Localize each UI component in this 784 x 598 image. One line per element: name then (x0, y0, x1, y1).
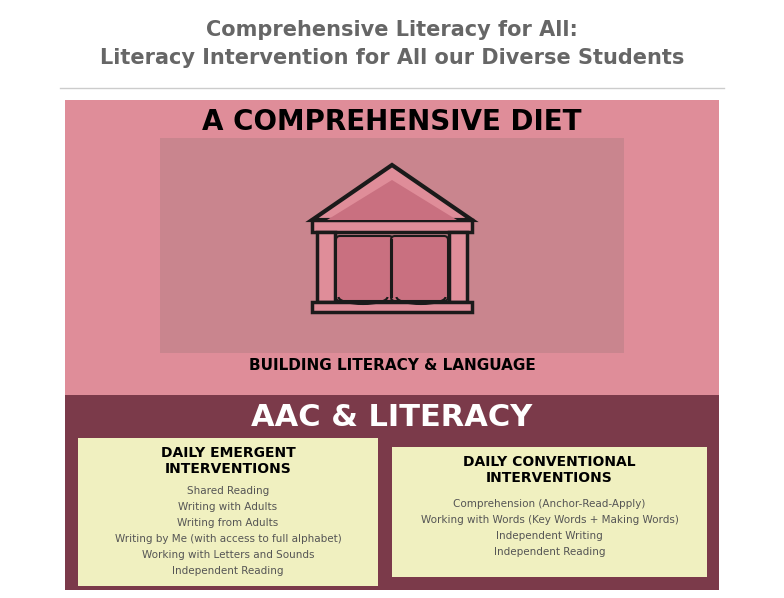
FancyBboxPatch shape (160, 138, 624, 353)
Bar (449, 232, 467, 302)
Bar (317, 232, 335, 302)
FancyBboxPatch shape (78, 438, 378, 586)
FancyBboxPatch shape (336, 236, 393, 301)
Text: Comprehension (Anchor-Read-Apply): Comprehension (Anchor-Read-Apply) (453, 499, 646, 509)
Text: Independent Reading: Independent Reading (172, 566, 284, 576)
Polygon shape (327, 180, 457, 220)
Text: Working with Words (Key Words + Making Words): Working with Words (Key Words + Making W… (420, 515, 678, 525)
Text: Shared Reading: Shared Reading (187, 486, 269, 496)
Text: BUILDING LITERACY & LANGUAGE: BUILDING LITERACY & LANGUAGE (249, 358, 535, 374)
Text: Writing with Adults: Writing with Adults (179, 502, 278, 512)
Text: A COMPREHENSIVE DIET: A COMPREHENSIVE DIET (202, 108, 582, 136)
Text: AAC & LITERACY: AAC & LITERACY (252, 404, 532, 432)
Text: Comprehensive Literacy for All:: Comprehensive Literacy for All: (206, 20, 578, 40)
Bar (312, 220, 472, 232)
Text: Independent Writing: Independent Writing (496, 531, 603, 541)
Text: DAILY EMERGENT
INTERVENTIONS: DAILY EMERGENT INTERVENTIONS (161, 446, 296, 476)
Bar (312, 302, 472, 312)
Text: Working with Letters and Sounds: Working with Letters and Sounds (142, 550, 314, 560)
Text: Writing by Me (with access to full alphabet): Writing by Me (with access to full alpha… (114, 534, 341, 544)
Text: Independent Reading: Independent Reading (494, 547, 605, 557)
FancyBboxPatch shape (392, 447, 707, 577)
Text: Writing from Adults: Writing from Adults (177, 518, 278, 528)
FancyBboxPatch shape (391, 236, 448, 301)
Text: DAILY CONVENTIONAL
INTERVENTIONS: DAILY CONVENTIONAL INTERVENTIONS (463, 455, 636, 485)
Polygon shape (312, 165, 472, 220)
Text: Literacy Intervention for All our Diverse Students: Literacy Intervention for All our Divers… (100, 48, 684, 68)
FancyBboxPatch shape (65, 100, 719, 400)
FancyBboxPatch shape (65, 395, 719, 590)
